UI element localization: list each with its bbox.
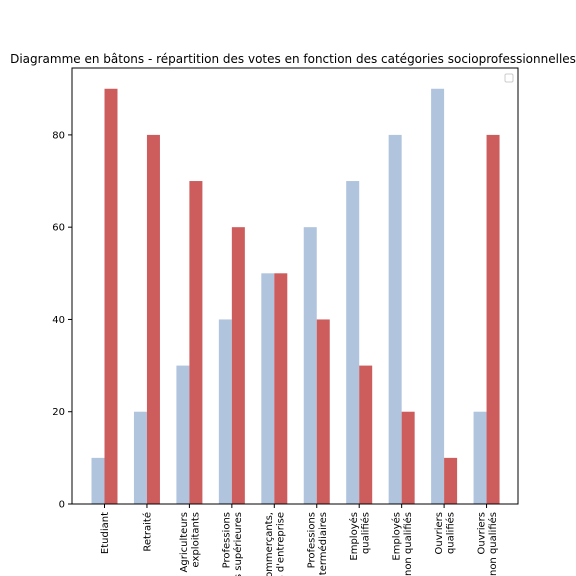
bar-series-1-category-2 bbox=[133, 411, 147, 504]
bar-series-1-category-3 bbox=[176, 365, 190, 504]
bar-series-2-category-8 bbox=[401, 411, 415, 504]
category-label: Ouvriers bbox=[434, 512, 445, 555]
category-label: libérales supérieures bbox=[232, 512, 244, 576]
category-label: intermédiaires bbox=[317, 512, 329, 576]
y-tick-label: 80 bbox=[52, 130, 65, 141]
category-label: Professions bbox=[222, 512, 233, 568]
category-label: chefs d'entreprise bbox=[276, 512, 287, 576]
bar-series-1-category-8 bbox=[388, 134, 402, 504]
category-label: qualifiés bbox=[359, 512, 371, 554]
y-tick-label: 40 bbox=[52, 315, 65, 326]
bar-series-2-category-1 bbox=[104, 88, 118, 504]
bar-series-2-category-10 bbox=[486, 134, 500, 504]
bar-series-2-category-2 bbox=[146, 134, 160, 504]
category-label: exploitants bbox=[191, 512, 202, 567]
category-label: Employés bbox=[348, 512, 360, 561]
category-label: qualifiés bbox=[444, 512, 456, 554]
chart-title: Diagramme en bâtons - répartition des vo… bbox=[10, 52, 576, 66]
bar-series-2-category-4 bbox=[231, 227, 245, 505]
category-label: Employés bbox=[390, 512, 402, 561]
bar-series-1-category-4 bbox=[218, 319, 232, 504]
category-label: non qualifiés bbox=[402, 512, 414, 576]
bar-series-2-category-9 bbox=[444, 457, 458, 504]
bar-series-2-category-5 bbox=[274, 273, 288, 504]
y-tick-label: 20 bbox=[52, 407, 65, 418]
plot-frame bbox=[71, 67, 519, 505]
category-label: Ouvriers bbox=[476, 512, 487, 555]
bar-series-1-category-6 bbox=[303, 227, 317, 505]
bar-series-1-category-1 bbox=[91, 457, 105, 504]
legend-box bbox=[504, 73, 514, 83]
y-tick-label: 0 bbox=[59, 500, 65, 511]
category-label: non qualifiés bbox=[487, 512, 499, 576]
bar-series-2-category-3 bbox=[189, 181, 203, 505]
bar-series-1-category-9 bbox=[431, 88, 445, 504]
category-label: Professions bbox=[307, 512, 318, 568]
bar-series-1-category-5 bbox=[261, 273, 275, 504]
bar-series-2-category-7 bbox=[359, 365, 373, 504]
bar-series-1-category-10 bbox=[473, 411, 487, 504]
category-label: Retraité bbox=[141, 512, 153, 552]
bar-series-2-category-6 bbox=[316, 319, 330, 504]
y-tick-label: 60 bbox=[52, 223, 65, 234]
category-label: Etudiant bbox=[100, 512, 111, 554]
bar-series-1-category-7 bbox=[346, 181, 360, 505]
category-label: Agriculteurs bbox=[179, 512, 190, 572]
category-label: Commerçants, bbox=[264, 512, 275, 576]
